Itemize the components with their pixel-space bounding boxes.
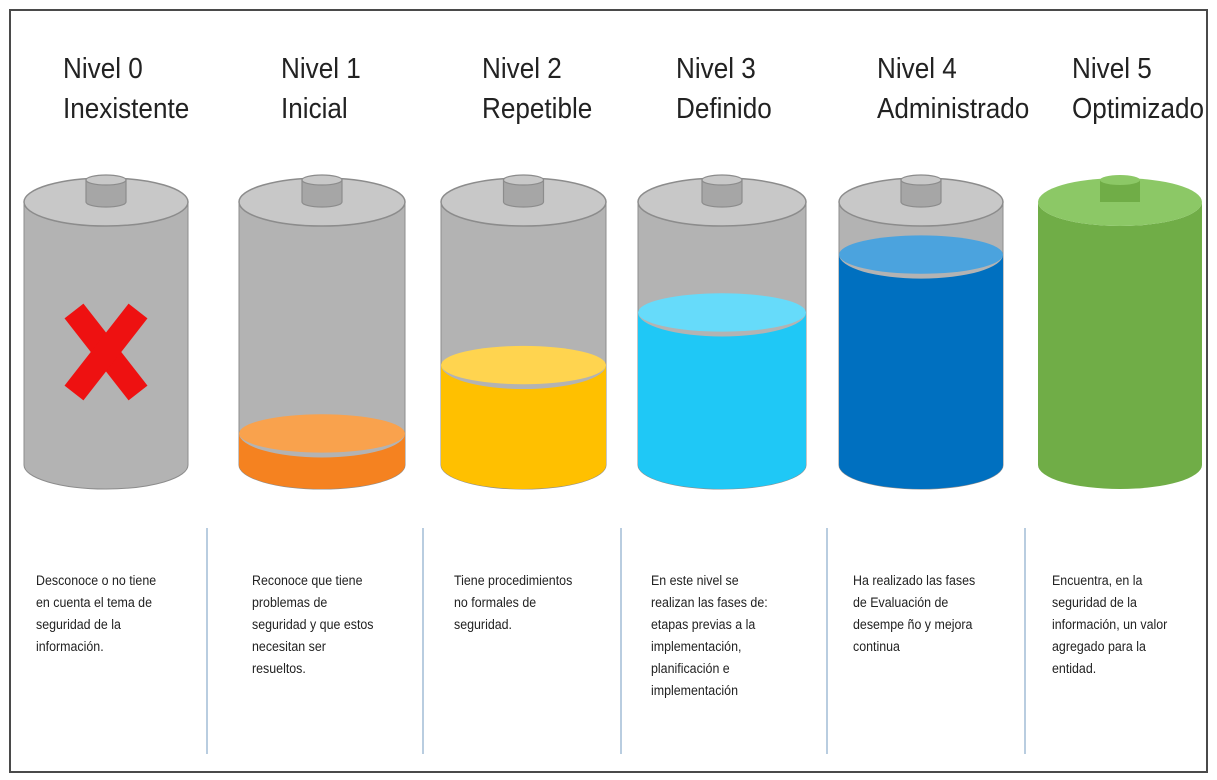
battery-fill-surface — [638, 293, 806, 332]
battery-cap — [301, 179, 343, 208]
level-title-nivel-0: Nivel 0 Inexistente — [63, 49, 189, 129]
battery-nivel-0 — [23, 174, 189, 490]
battery-nivel-3 — [637, 174, 807, 490]
column-divider — [620, 528, 622, 754]
battery-cap-top — [900, 174, 942, 186]
level-description-nivel-1: Reconoce que tiene problemas de segurida… — [252, 573, 374, 676]
battery-body — [1038, 202, 1202, 489]
column-divider — [826, 528, 828, 754]
battery-cap-top — [85, 174, 127, 186]
battery-fill-level — [239, 433, 405, 489]
level-name: Optimizado — [1072, 93, 1205, 125]
column-divider — [1024, 528, 1026, 754]
column-divider — [422, 528, 424, 754]
level-name: Repetible — [482, 93, 593, 125]
column-divider — [206, 528, 208, 754]
battery-nivel-1 — [238, 174, 406, 490]
battery-fill-level — [441, 365, 606, 489]
level-number: Nivel 4 — [877, 53, 957, 85]
level-description-nivel-2: Tiene procedimientos no formales de segu… — [454, 573, 573, 632]
level-title-nivel-4: Nivel 4 Administrado — [877, 49, 1029, 129]
battery-cap — [1100, 180, 1140, 202]
level-title-nivel-5: Nivel 5 Optimizado — [1072, 49, 1204, 129]
battery-cap — [701, 179, 743, 208]
battery-nivel-5 — [1038, 175, 1202, 489]
level-name: Definido — [676, 93, 772, 125]
level-description-nivel-4: Ha realizado las fases de Evaluación de … — [853, 573, 976, 654]
battery-nivel-4 — [838, 174, 1004, 490]
level-title-nivel-2: Nivel 2 Repetible — [482, 49, 592, 129]
battery-fill-level — [638, 312, 806, 489]
battery-cap-top — [1100, 175, 1140, 185]
level-number: Nivel 1 — [281, 53, 361, 85]
battery-fill-surface — [839, 235, 1003, 274]
battery-cap-top — [502, 174, 545, 186]
level-name: Inexistente — [63, 93, 190, 125]
level-number: Nivel 0 — [63, 53, 143, 85]
level-description-nivel-3: En este nivel se realizan las fases de: … — [651, 573, 768, 698]
level-title-nivel-1: Nivel 1 Inicial — [281, 49, 361, 129]
battery-fill-level — [839, 254, 1003, 489]
battery-nivel-2 — [440, 174, 607, 490]
red-cross-icon — [64, 303, 148, 401]
battery-fill-surface — [239, 414, 405, 453]
level-name: Administrado — [877, 93, 1030, 125]
level-description-nivel-0: Desconoce o no tiene en cuenta el tema d… — [36, 573, 157, 654]
battery-cap-top — [701, 174, 743, 186]
level-number: Nivel 2 — [482, 53, 562, 85]
battery-fill-surface — [441, 345, 606, 385]
battery-cap — [900, 179, 942, 208]
battery-cap — [502, 179, 545, 208]
battery-cap — [85, 179, 127, 208]
level-title-nivel-3: Nivel 3 Definido — [676, 49, 772, 129]
level-description-nivel-5: Encuentra, en la seguridad de la informa… — [1052, 573, 1168, 676]
battery-cap-top — [301, 174, 343, 186]
level-name: Inicial — [281, 93, 348, 125]
level-number: Nivel 5 — [1072, 53, 1152, 85]
level-number: Nivel 3 — [676, 53, 756, 85]
diagram-frame — [9, 9, 1208, 773]
